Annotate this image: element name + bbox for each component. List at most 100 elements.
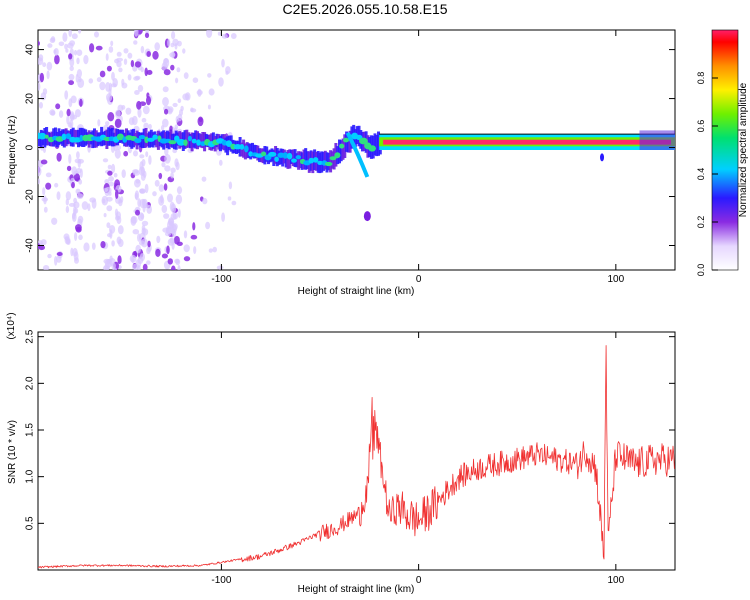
noise-speck [139,188,146,194]
noise-speck [123,48,129,54]
x-tick-label: -100 [211,274,231,285]
noise-speck [94,31,99,38]
noise-speck [66,115,70,125]
noise-speck [110,40,114,47]
ridge-core [308,157,315,164]
noise-speck [103,213,107,218]
noise-speck [40,239,47,246]
noise-speck [207,104,211,110]
noise-speck [158,172,163,180]
noise-speck [137,107,142,118]
noise-speck [170,265,176,270]
noise-speck [95,45,103,51]
noise-speck [65,191,72,201]
noise-speck [143,122,149,130]
spectrogram-panel: -100 0 100 -40 -20 0 20 40 Height of straight l… [7,29,676,297]
colorbar-label: Normalized spectral amplitude [738,82,749,217]
noise-speck [139,154,145,159]
ridge-core [295,155,301,160]
colorbar: 0.0 0.2 0.4 0.6 0.8 Normalized spectral ampl… [696,29,749,276]
noise-speck [167,258,173,265]
noise-speck [192,77,199,83]
ridge-core [44,134,49,139]
ridge-cell [73,129,77,143]
noise-speck [102,158,109,163]
noise-speck [121,169,126,179]
noise-speck [45,182,52,190]
noise-speck [54,54,60,65]
noise-speck [68,53,73,60]
ridge-cell [107,127,111,146]
noise-speck [197,88,202,97]
ridge-core [144,136,149,144]
ridge-cell [293,149,297,167]
snr-y-tick-label: 1.5 [25,423,36,437]
noise-speck [175,116,179,123]
noise-speck [183,230,188,239]
noise-speck [118,198,123,207]
noise-speck [137,233,141,242]
noise-speck [221,212,226,222]
ridge-cell [254,145,258,159]
ridge-cell [265,146,269,162]
ridge-core [359,137,368,145]
noise-speck [76,151,80,159]
noise-speck [140,166,145,176]
noise-speck [174,258,180,264]
noise-speck [83,242,90,252]
noise-speck [152,191,157,197]
noise-speck [164,108,169,115]
ridge-core [38,132,47,140]
noise-speck [116,51,122,57]
noise-speck [68,154,72,164]
noise-speck [227,196,232,201]
noise-speck [155,248,161,257]
ridge-cell [338,139,341,164]
noise-speck [219,159,223,166]
colorbar-ticks: 0.0 0.2 0.4 0.6 0.8 [696,72,718,276]
noise-speck [99,81,106,91]
noise-speck [53,48,59,56]
noise-speck [76,49,83,56]
ridge-cell [346,133,350,153]
noise-speck [68,30,72,37]
noise-speck [108,176,114,182]
y-tick-label: 20 [25,93,36,105]
noise-speck [163,69,171,76]
ridge-cell [281,148,285,167]
noise-speck [170,213,177,220]
steady-band-core [383,139,672,145]
x-tick-label: 0 [416,274,422,285]
noise-speck [111,240,115,247]
noise-speck [144,67,148,77]
ridge-cell [277,150,281,165]
noise-speck [183,256,191,262]
ridge-cell [252,144,256,159]
noise-speck [71,33,78,40]
noise-speck [99,70,106,78]
steady-band-tail [639,130,675,150]
ridge-core [313,157,319,163]
noise-speck [205,221,211,230]
ridge-core [146,137,155,142]
ridge-core [191,138,197,144]
ridge-cell [169,129,173,147]
snr-ticks: -100 0 100 0.5 1.0 1.5 2.0 2.5 [25,329,675,586]
noise-speck [46,61,53,71]
noise-speck [168,218,175,226]
ridge-cell [38,132,41,147]
snr-series-line [38,345,675,569]
noise-speck [146,260,151,265]
ridge-core [291,158,297,163]
noise-speck [114,118,122,128]
noise-speck [66,108,71,117]
noise-speck [50,36,56,42]
noise-speck [163,183,168,191]
ridge-core [72,137,82,143]
ridge-cell [251,142,254,158]
noise-speck [138,240,145,246]
noise-speck [91,199,97,209]
ridge-core [334,152,341,159]
noise-speck [107,112,115,122]
